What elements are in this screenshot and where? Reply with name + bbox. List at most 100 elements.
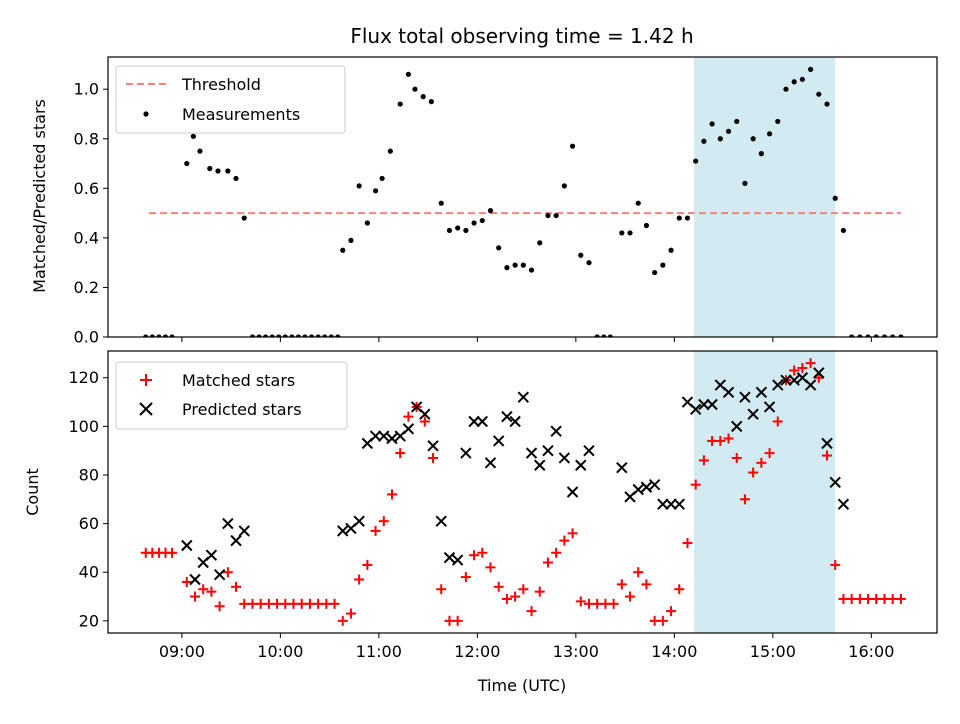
predicted-star-point bbox=[558, 452, 571, 464]
predicted-star-point bbox=[648, 478, 661, 491]
predicted-star-point bbox=[460, 447, 472, 459]
measurement-point bbox=[750, 136, 756, 142]
measurement-point bbox=[643, 222, 650, 229]
bottom-legend: Matched stars Predicted stars bbox=[115, 361, 348, 430]
measurement-point bbox=[783, 86, 789, 92]
measurement-point bbox=[438, 200, 444, 206]
measurement-point bbox=[561, 183, 567, 189]
bottom-axes: 20 40 60 80 100 120 09:00 10:00 11:00 12:00 13:00 1… bbox=[68, 350, 938, 661]
predicted-star-point bbox=[435, 515, 447, 527]
measurement-point bbox=[816, 91, 822, 97]
predicted-star-point bbox=[419, 408, 431, 420]
matched-star-point bbox=[510, 591, 521, 602]
matched-star-point bbox=[542, 557, 553, 568]
predicted-star-point bbox=[706, 398, 718, 411]
measurement-point bbox=[405, 71, 412, 77]
predicted-star-point bbox=[780, 374, 792, 386]
measurement-point bbox=[791, 79, 797, 85]
measurement-point bbox=[487, 208, 494, 214]
measurement-point bbox=[215, 168, 221, 174]
matched-star-point bbox=[534, 586, 545, 597]
predicted-star-point bbox=[542, 444, 554, 457]
measurement-point bbox=[668, 247, 674, 253]
matched-star-point bbox=[518, 584, 529, 595]
x-tick-label: 10:00 bbox=[257, 642, 303, 661]
predicted-star-point bbox=[337, 525, 349, 537]
predicted-star-point bbox=[534, 459, 546, 471]
predicted-star-point bbox=[821, 437, 833, 450]
predicted-star-point bbox=[755, 386, 768, 399]
predicted-star-point bbox=[673, 498, 685, 510]
measurement-point bbox=[190, 133, 196, 139]
measurement-point bbox=[276, 334, 282, 337]
measurement-point bbox=[594, 334, 600, 337]
predicted-star-point bbox=[731, 420, 743, 433]
measurement-point bbox=[832, 195, 838, 201]
predicted-star-point bbox=[632, 483, 644, 496]
measurement-point bbox=[693, 158, 699, 164]
top-y-tick-label: 0.0 bbox=[74, 328, 99, 347]
bottom-shaded-region bbox=[694, 351, 836, 633]
top-y-axis-label: Matched/Predicted stars bbox=[30, 99, 49, 293]
measurement-point bbox=[308, 334, 315, 337]
predicted-star-point bbox=[238, 525, 250, 537]
measurement-point bbox=[578, 252, 584, 258]
x-tick-label: 16:00 bbox=[848, 642, 894, 661]
matched-star-point bbox=[354, 574, 365, 585]
bottom-y-tick-label: 100 bbox=[68, 417, 99, 436]
measurement-point bbox=[898, 334, 904, 337]
matched-star-point bbox=[633, 567, 644, 578]
predicted-star-point bbox=[566, 486, 579, 498]
matched-star-point bbox=[477, 547, 488, 558]
matched-star-point bbox=[428, 452, 439, 463]
measurement-point bbox=[289, 334, 295, 337]
measurement-point bbox=[197, 148, 203, 154]
matched-star-point bbox=[756, 457, 767, 468]
measurement-point bbox=[701, 138, 707, 144]
bottom-y-tick-label: 120 bbox=[68, 368, 99, 387]
matched-star-point bbox=[772, 416, 783, 427]
measurement-point bbox=[684, 215, 691, 221]
measurement-point bbox=[315, 334, 321, 337]
measurement-point bbox=[295, 334, 302, 337]
measurement-point bbox=[387, 148, 393, 154]
top-y-tick-label: 0.2 bbox=[74, 278, 99, 297]
matched-star-point bbox=[641, 579, 652, 590]
measurement-point bbox=[169, 334, 175, 337]
measurement-point bbox=[601, 334, 607, 337]
predicted-star-point bbox=[181, 539, 193, 552]
predicted-star-point bbox=[747, 408, 759, 420]
matched-star-point bbox=[526, 606, 537, 617]
matched-star-point bbox=[822, 450, 833, 461]
top-chart-title: Flux total observing time = 1.42 h bbox=[350, 24, 693, 48]
matched-star-point bbox=[370, 525, 381, 536]
matched-star-point bbox=[485, 562, 496, 573]
top-axes: 0.0 0.2 0.4 0.6 0.8 1.0 bbox=[74, 56, 938, 347]
predicted-star-point bbox=[665, 498, 677, 510]
predicted-star-point bbox=[583, 444, 595, 457]
measurement-point bbox=[807, 66, 814, 72]
x-tick-label: 11:00 bbox=[356, 642, 402, 661]
matched-star-point bbox=[575, 596, 586, 607]
measurement-point bbox=[428, 99, 434, 105]
matched-star-point bbox=[452, 615, 463, 626]
predicted-star-point bbox=[484, 457, 497, 469]
predicted-star-point bbox=[451, 554, 464, 566]
measurement-point bbox=[849, 334, 855, 337]
measurement-point bbox=[356, 183, 362, 189]
measurement-point bbox=[775, 118, 781, 125]
measurement-point bbox=[184, 160, 190, 167]
matched-star-point bbox=[895, 593, 906, 604]
measurement-point bbox=[397, 101, 403, 107]
matched-star-point bbox=[436, 584, 447, 595]
x-tick-label: 12:00 bbox=[454, 642, 500, 661]
top-shaded-region bbox=[694, 57, 836, 337]
measurement-point bbox=[471, 220, 477, 226]
matched-star-point bbox=[460, 572, 471, 583]
top-y-tick-label: 1.0 bbox=[74, 80, 99, 99]
bottom-x-axis-label: Time (UTC) bbox=[477, 676, 566, 695]
measurement-point bbox=[528, 267, 535, 273]
predicted-star-point bbox=[353, 515, 365, 527]
measurement-point bbox=[734, 118, 740, 125]
